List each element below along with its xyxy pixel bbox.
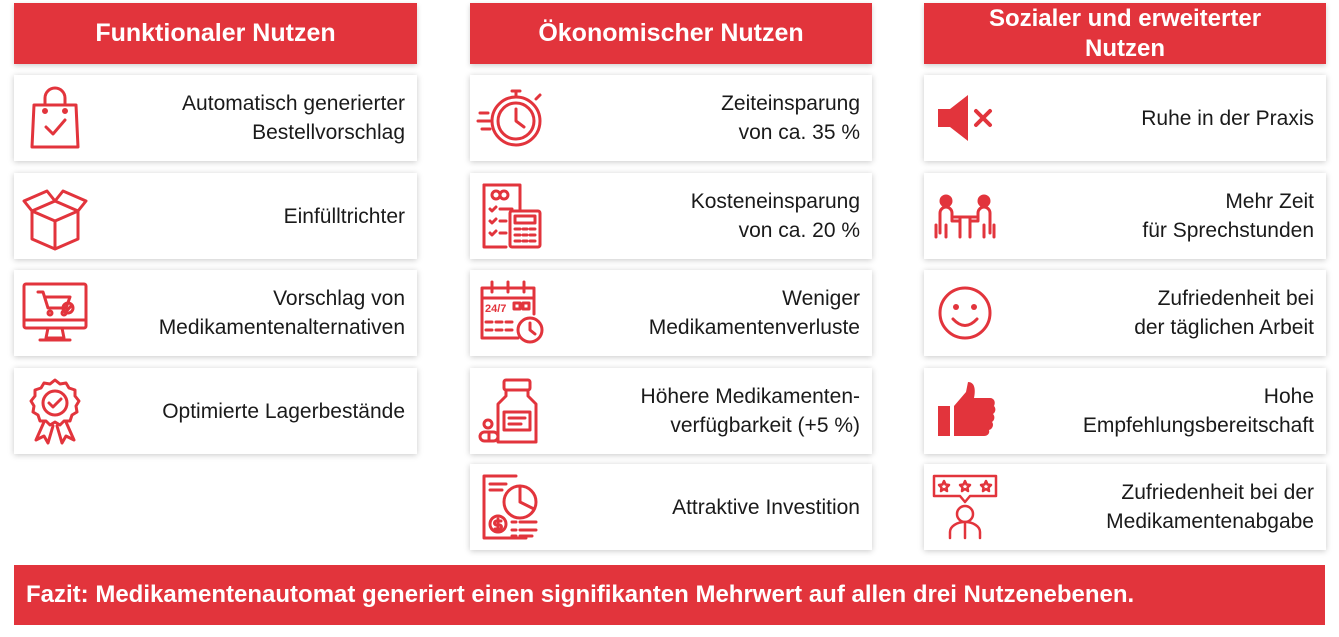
card-text-line: Medikamentenverluste [648,316,860,339]
calendar-24-7-icon: 24/7 [476,278,546,348]
card-text-line: Attraktive Investition [672,495,860,519]
quality-badge-check-icon [20,376,90,446]
benefit-card: Automatisch generierter Bestellvorschlag [14,75,417,161]
card-text-line: Kosteneinsparung [690,190,860,213]
benefit-card: 24/7 Weniger Medikamentenverluste [470,270,872,356]
column-header: Ökonomischer Nutzen [470,3,872,64]
smiley-face-icon [930,278,1000,348]
card-text-line: der täglichen Arbeit [1134,316,1314,339]
benefit-card: Mehr Zeit für Sprechstunden [924,173,1326,259]
card-text-line: Ruhe in der Praxis [1141,106,1314,130]
benefit-card: Attraktive Investition [470,464,872,550]
card-text-line: von ca. 35 % [738,121,860,144]
card-text-line: Optimierte Lagerbestände [162,399,405,423]
monitor-cart-icon [20,278,90,348]
card-text-line: Medikamentenabgabe [1106,510,1314,533]
card-text-line: Automatisch generierter [182,92,405,115]
card-text-line: Zufriedenheit bei [1157,287,1314,310]
benefit-card: Ruhe in der Praxis [924,75,1326,161]
card-text-line: Höhere Medikamenten- [640,385,860,408]
benefit-card: Vorschlag von Medikamentenalternativen [14,270,417,356]
consultation-meeting-icon [930,181,1000,251]
card-text-line: für Sprechstunden [1142,219,1314,242]
benefit-card: Hohe Empfehlungsbereitschaft [924,368,1326,454]
column-header: Funktionaler Nutzen [14,3,417,64]
benefit-card: Zufriedenheit bei der Medikamentenabgabe [924,464,1326,550]
card-text-line: Bestellvorschlag [252,121,405,144]
shopping-bag-check-icon [20,83,90,153]
invoice-calculator-icon [476,181,546,251]
benefit-card: Zufriedenheit bei der täglichen Arbeit [924,270,1326,356]
stopwatch-icon [476,83,546,153]
card-text-line: Zufriedenheit bei der [1121,481,1314,504]
benefit-card: Zeiteinsparung von ca. 35 % [470,75,872,161]
open-box-icon [20,181,90,251]
pill-bottle-icon [476,376,546,446]
card-text-line: Zeiteinsparung [721,92,860,115]
card-text-line: Einfülltrichter [283,204,405,228]
card-text-line: Medikamentenalternativen [158,316,405,339]
card-text-line: Weniger [782,287,860,310]
column-header: Sozialer und erweiterter Nutzen [924,3,1326,64]
benefit-card: Höhere Medikamenten- verfügbarkeit (+5 %… [470,368,872,454]
conclusion-banner: Fazit: Medikamentenautomat generiert ein… [14,565,1325,625]
thumbs-up-icon [930,376,1000,446]
benefit-card: Einfülltrichter [14,173,417,259]
benefit-card: Optimierte Lagerbestände [14,368,417,454]
benefit-card: Kosteneinsparung von ca. 20 % [470,173,872,259]
card-text-line: von ca. 20 % [738,219,860,242]
speaker-mute-icon [930,83,1000,153]
card-text-line: verfügbarkeit (+5 %) [670,414,860,437]
card-text-line: Hohe [1263,385,1314,408]
svg-text:24/7: 24/7 [485,303,506,315]
card-text-line: Empfehlungsbereitschaft [1082,414,1314,437]
card-text-line: Mehr Zeit [1225,190,1314,213]
report-pie-chart-icon [476,472,546,542]
star-rating-person-icon [930,472,1000,542]
card-text-line: Vorschlag von [273,287,405,310]
